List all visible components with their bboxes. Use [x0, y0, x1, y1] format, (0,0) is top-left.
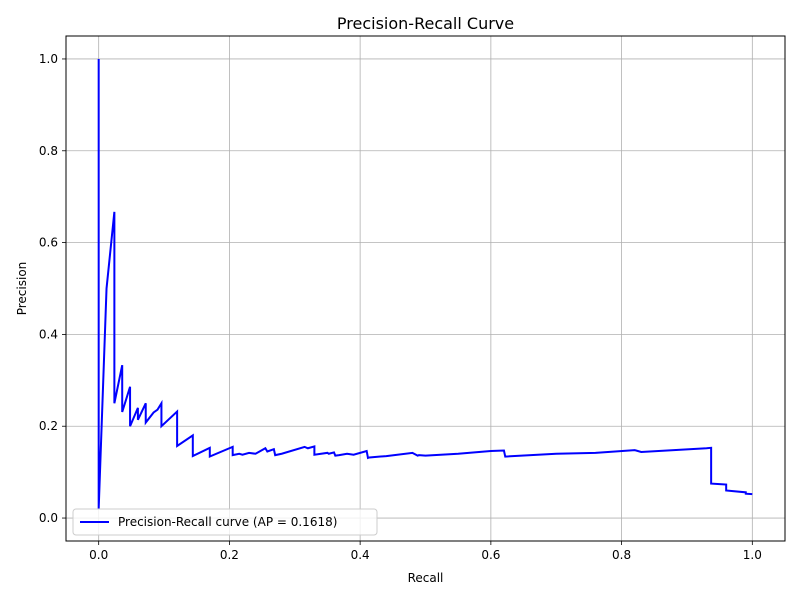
series-layer — [97, 58, 753, 509]
y-tick-label: 0.6 — [39, 236, 58, 250]
chart-title: Precision-Recall Curve — [337, 14, 514, 33]
x-tick-label: 0.0 — [89, 548, 108, 562]
y-tick-label: 0.2 — [39, 419, 58, 433]
grid-lines — [66, 36, 785, 541]
x-tick-label: 0.2 — [220, 548, 239, 562]
y-tick-label: 1.0 — [39, 52, 58, 66]
legend-label: Precision-Recall curve (AP = 0.1618) — [118, 515, 337, 529]
x-axis-ticks: 0.0 0.2 0.4 0.6 0.8 1.0 — [89, 541, 762, 562]
x-axis-label: Recall — [408, 571, 444, 585]
y-axis-label: Precision — [15, 262, 29, 316]
y-tick-label: 0.4 — [39, 327, 58, 341]
x-tick-label: 1.0 — [743, 548, 762, 562]
x-tick-label: 0.4 — [351, 548, 370, 562]
x-tick-label: 0.8 — [612, 548, 631, 562]
legend: Precision-Recall curve (AP = 0.1618) — [72, 508, 378, 536]
legend-box — [72, 508, 378, 536]
y-tick-label: 0.0 — [39, 511, 58, 525]
plot-area-background — [66, 36, 785, 541]
pr-curve-line — [97, 58, 753, 509]
y-tick-label: 0.8 — [39, 144, 58, 158]
x-tick-label: 0.6 — [481, 548, 500, 562]
plot-frame — [65, 35, 786, 542]
y-axis-ticks: 0.0 0.2 0.4 0.6 0.8 1.0 — [39, 52, 66, 525]
